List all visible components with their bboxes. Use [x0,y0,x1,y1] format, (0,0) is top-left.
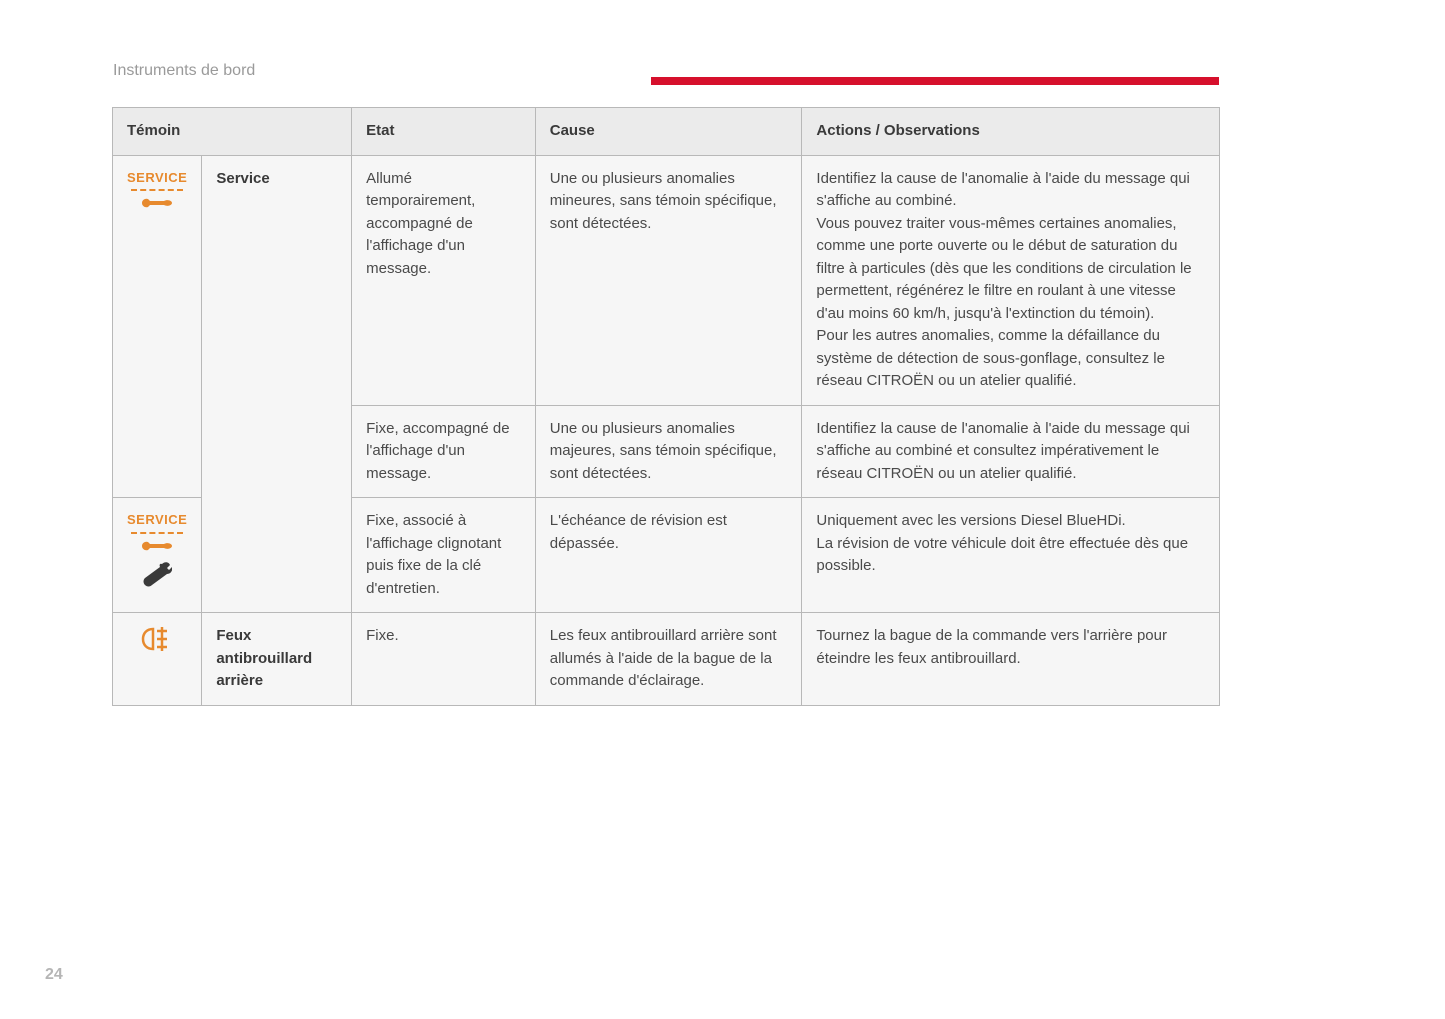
cell-cause: Une ou plusieurs anomalies majeures, san… [535,405,802,498]
cell-icon-foglight [113,613,202,706]
wrench-orange-icon [140,538,174,554]
cell-icon-service-wrench: SERVICE [113,498,202,613]
table-header-row: Témoin Etat Cause Actions / Observations [113,108,1220,156]
cell-etat: Allumé temporairement, accompagné de l'a… [352,155,536,405]
dashed-divider-icon [131,532,183,534]
cell-name-foglight: Feux antibrouillard arrière [202,613,352,706]
rear-fog-light-icon [139,625,175,653]
header-accent-bar [651,77,1219,85]
table-row: SERVICE Service Allumé temporairement, a… [113,155,1220,405]
cell-name-service: Service [202,155,352,613]
service-text-icon: SERVICE [127,168,187,188]
header-cause: Cause [535,108,802,156]
page-number: 24 [45,966,63,984]
header-temoin: Témoin [113,108,352,156]
cell-actions: Identifiez la cause de l'anomalie à l'ai… [802,405,1220,498]
cell-actions: Uniquement avec les versions Diesel Blue… [802,498,1220,613]
cell-etat: Fixe. [352,613,536,706]
cell-etat: Fixe, accompagné de l'affichage d'un mes… [352,405,536,498]
header-etat: Etat [352,108,536,156]
table-row: Feux antibrouillard arrière Fixe. Les fe… [113,613,1220,706]
header-actions: Actions / Observations [802,108,1220,156]
warning-lights-table: Témoin Etat Cause Actions / Observations… [112,107,1220,706]
cell-cause: L'échéance de révision est dépassée. [535,498,802,613]
service-text-icon: SERVICE [127,510,187,530]
cell-actions: Tournez la bague de la commande vers l'a… [802,613,1220,706]
cell-icon-service: SERVICE [113,155,202,498]
cell-etat: Fixe, associé à l'affichage clignotant p… [352,498,536,613]
dashed-divider-icon [131,189,183,191]
cell-cause: Une ou plusieurs anomalies mineures, san… [535,155,802,405]
cell-actions: Identifiez la cause de l'anomalie à l'ai… [802,155,1220,405]
section-title: Instruments de bord [113,62,255,80]
cell-cause: Les feux antibrouillard arrière sont all… [535,613,802,706]
wrench-black-icon [142,560,172,588]
wrench-icon [140,195,174,211]
